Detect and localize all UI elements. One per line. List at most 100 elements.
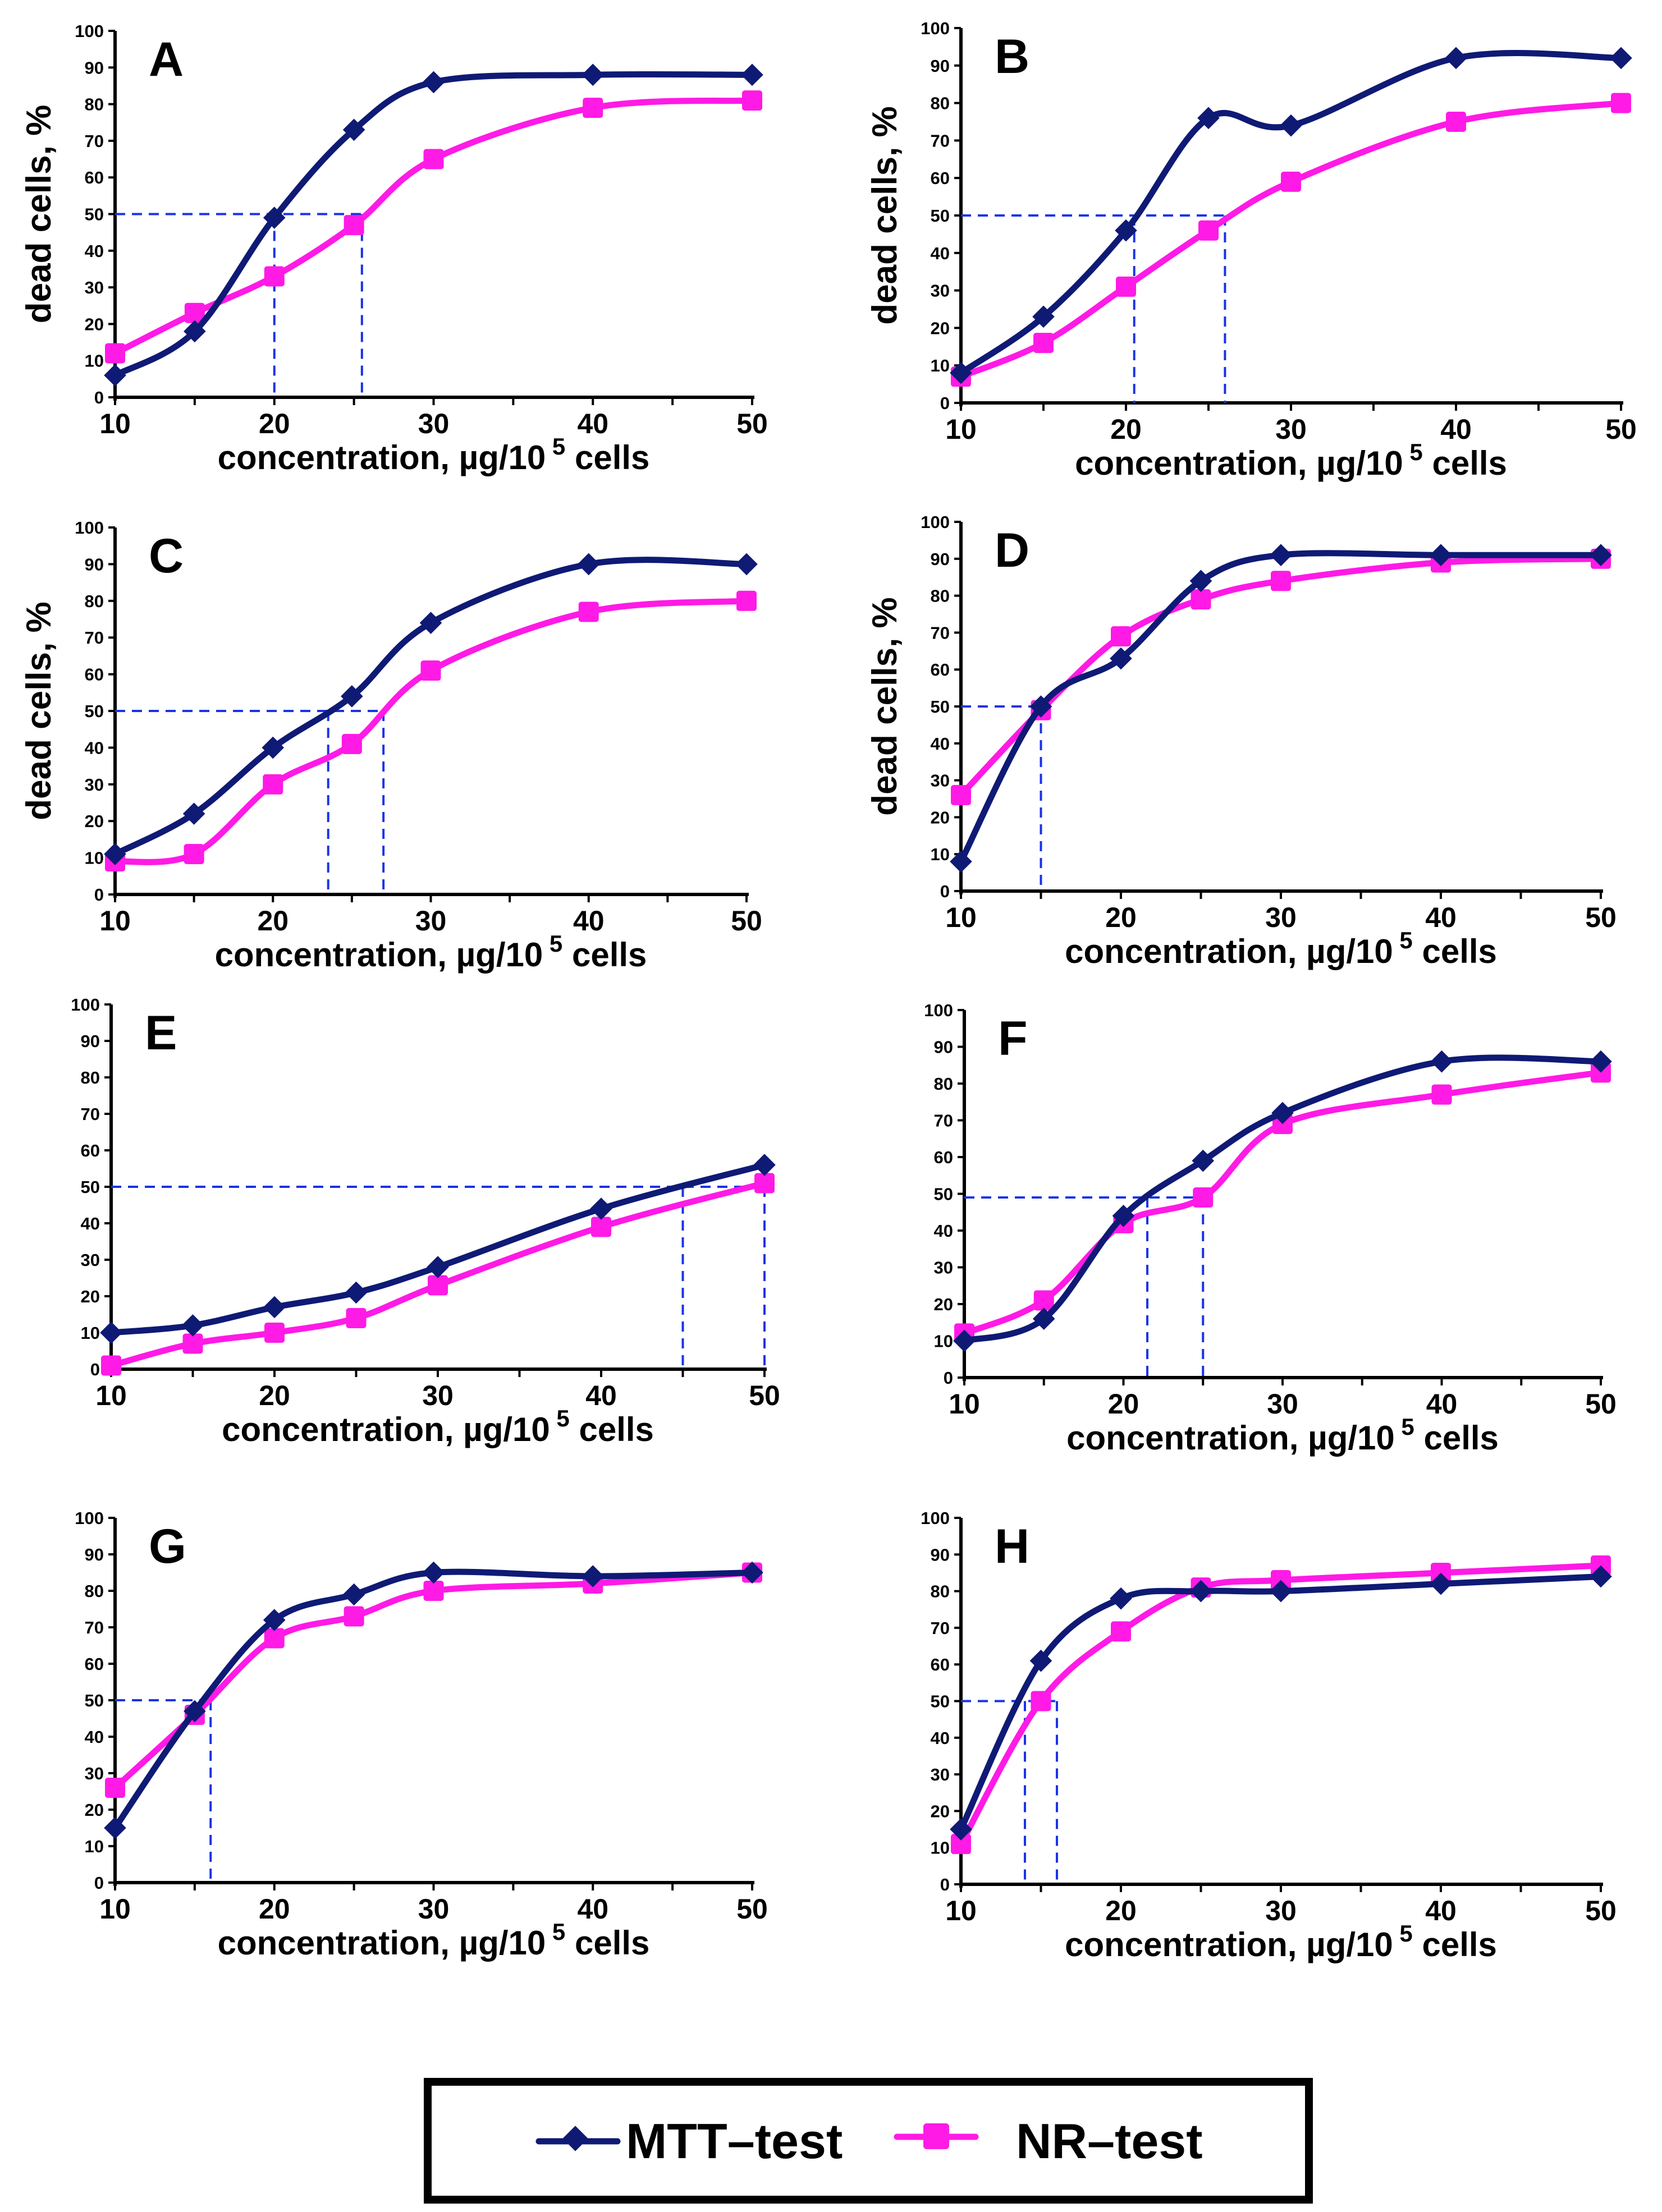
legend-mtt-label: MTT–test [626, 2113, 843, 2169]
x-axis-label-tail: cells [1423, 444, 1507, 482]
y-tick-label: 80 [934, 1074, 953, 1094]
mtt-point [1270, 1580, 1292, 1603]
x-tick-label: 30 [1265, 1895, 1297, 1926]
x-axis-label-text: concentration, µg/10 [218, 1924, 546, 1962]
y-tick-label: 20 [934, 1295, 953, 1314]
nr-point [754, 1173, 775, 1194]
mtt-point [1445, 47, 1467, 70]
y-axis-label: dead cells, % [20, 105, 58, 323]
y-tick-label: 10 [85, 1837, 104, 1856]
x-axis-label: concentration, µg/10 5 cells [1065, 1920, 1497, 1963]
y-tick-label: 50 [85, 205, 104, 224]
x-tick-label: 10 [99, 905, 131, 937]
mtt-point [263, 1609, 286, 1631]
mtt-point [953, 1329, 976, 1352]
nr-point [423, 149, 444, 169]
nr-point [1431, 1084, 1452, 1105]
x-axis-label: concentration, µg/10 5 cells [1065, 927, 1497, 970]
mtt-series-line [958, 550, 1604, 865]
nr-series-line [958, 556, 1604, 798]
x-tick-label: 10 [95, 1380, 127, 1411]
mtt-point [104, 1816, 126, 1839]
mtt-point [342, 1583, 365, 1606]
x-tick-label: 30 [1275, 414, 1307, 445]
y-tick-label: 30 [81, 1250, 100, 1270]
y-tick-label: 90 [85, 1545, 104, 1564]
y-tick-label: 100 [924, 1001, 953, 1020]
y-tick-label: 60 [81, 1141, 100, 1160]
nr-point [1191, 589, 1211, 610]
nr-point [420, 660, 441, 681]
mtt-point [1112, 1205, 1135, 1227]
x-axis-label: concentration, µg/10 5 cells [1075, 439, 1507, 482]
mtt-point [1029, 695, 1052, 718]
x-tick-label: 50 [1585, 1388, 1617, 1420]
nr-point [951, 784, 971, 805]
y-tick-label: 0 [940, 393, 950, 413]
mtt-series-line [961, 1054, 1604, 1344]
y-tick-label: 40 [931, 1728, 950, 1748]
y-tick-label: 20 [931, 318, 950, 338]
y-tick-label: 70 [931, 131, 950, 150]
y-tick-label: 100 [75, 1508, 104, 1528]
mtt-point [263, 1296, 286, 1319]
x-tick-label: 30 [1267, 1388, 1298, 1420]
mtt-point [753, 1154, 776, 1176]
y-tick-label: 70 [81, 1104, 100, 1124]
y-tick-label: 20 [85, 811, 104, 831]
legend-nr-label: NR–test [1016, 2113, 1203, 2169]
y-tick-label: 70 [85, 1618, 104, 1637]
mtt-point [184, 320, 206, 343]
y-tick-label: 80 [85, 95, 104, 114]
panel-label: A [149, 33, 184, 86]
mtt-point [1430, 544, 1452, 567]
x-axis-label: concentration, µg/10 5 cells [215, 930, 647, 974]
mtt-point [1110, 647, 1132, 670]
x-axis-label-text: concentration, µg/10 [215, 936, 543, 974]
nr-point [742, 90, 762, 111]
y-tick-label: 50 [85, 701, 104, 721]
mtt-point [1430, 1572, 1452, 1595]
nr-point [263, 774, 283, 795]
panel-label: D [995, 524, 1029, 577]
y-tick-label: 70 [931, 623, 950, 643]
mtt-point [1590, 1050, 1612, 1073]
nr-point [951, 1834, 971, 1855]
y-tick-label: 30 [931, 771, 950, 791]
y-tick-label: 90 [85, 58, 104, 77]
x-tick-label: 10 [99, 1893, 131, 1925]
x-axis-label: concentration, µg/10 5 cells [218, 433, 650, 476]
y-tick-label: 60 [85, 1654, 104, 1674]
y-axis-label: dead cells, % [866, 597, 904, 815]
x-axis-label-sup: 5 [1393, 1920, 1413, 1947]
x-tick-label: 40 [1425, 902, 1457, 933]
x-tick-label: 30 [1265, 902, 1297, 933]
y-tick-label: 10 [931, 1838, 950, 1858]
y-tick-label: 20 [81, 1287, 100, 1306]
y-tick-label: 50 [85, 1691, 104, 1710]
x-axis-label-text: concentration, µg/10 [1065, 1926, 1393, 1963]
mtt-point [1590, 1565, 1612, 1588]
nr-point [1111, 1621, 1131, 1642]
nr-point [264, 1628, 285, 1649]
legend: MTT–test NR–test [424, 2078, 1313, 2204]
y-tick-label: 100 [75, 518, 104, 538]
mtt-point [582, 1565, 605, 1587]
x-tick-label: 30 [418, 1893, 450, 1925]
legend-nr-marker [923, 2123, 949, 2149]
y-tick-label: 100 [71, 995, 100, 1015]
mtt-point [950, 1818, 972, 1841]
nr-series-line [112, 598, 750, 865]
nr-point [264, 1323, 285, 1343]
y-tick-label: 50 [81, 1177, 100, 1197]
x-axis-label: concentration, µg/10 5 cells [218, 1919, 650, 1962]
x-tick-label: 40 [1425, 1895, 1457, 1926]
y-axis-label: dead cells, % [20, 602, 58, 820]
x-tick-label: 10 [949, 1388, 980, 1420]
x-tick-label: 50 [749, 1380, 780, 1411]
nr-point [1193, 1187, 1214, 1208]
x-axis-label-text: concentration, µg/10 [222, 1411, 550, 1448]
x-axis-label-sup: 5 [550, 1405, 570, 1431]
